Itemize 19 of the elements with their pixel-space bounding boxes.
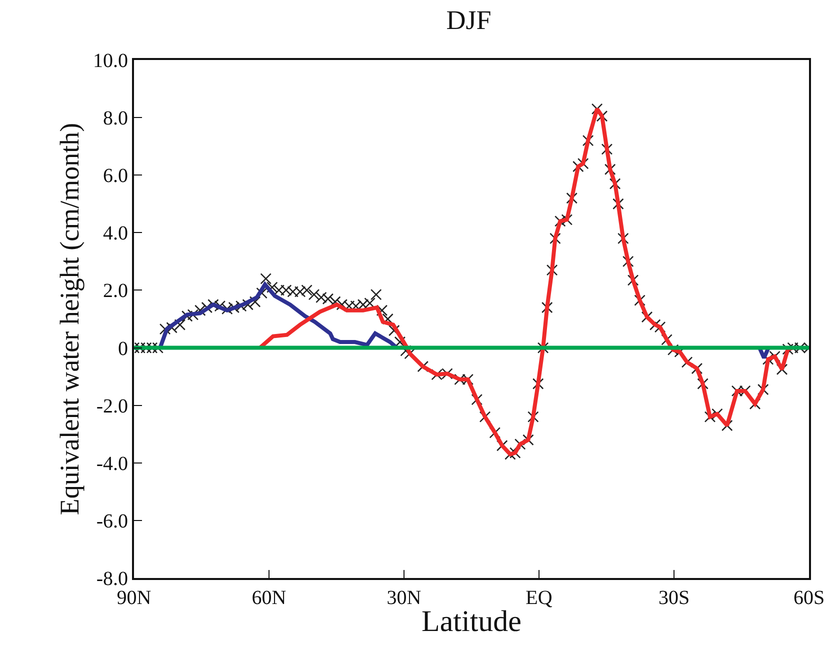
- y-tick-label: 4.0: [103, 222, 128, 245]
- y-tick-label: -8.0: [96, 568, 128, 590]
- y-tick-label: 10.0: [93, 50, 128, 72]
- x-tick-label: 60S: [793, 587, 825, 609]
- y-tick-label: -6.0: [96, 510, 128, 532]
- x-tick-label: 90N: [116, 587, 152, 609]
- y-axis-title: Equivalent water height (cm/month): [54, 122, 85, 516]
- y-tick-label: 0: [118, 338, 128, 360]
- x-tick-label: 60N: [252, 587, 286, 609]
- y-tick-label: 8.0: [103, 108, 128, 130]
- y-tick-label: 6.0: [103, 165, 128, 188]
- y-tick-label: -2.0: [96, 395, 128, 418]
- x-tick-label: 30S: [658, 587, 690, 609]
- y-tick-label: 2.0: [103, 280, 128, 302]
- x-tick-label: EQ: [526, 587, 553, 609]
- y-tick-label: -4.0: [96, 452, 128, 475]
- x-tick-label: 30N: [386, 587, 422, 609]
- x-axis-title: Latitude: [422, 605, 522, 638]
- chart-title: DJF: [446, 4, 492, 35]
